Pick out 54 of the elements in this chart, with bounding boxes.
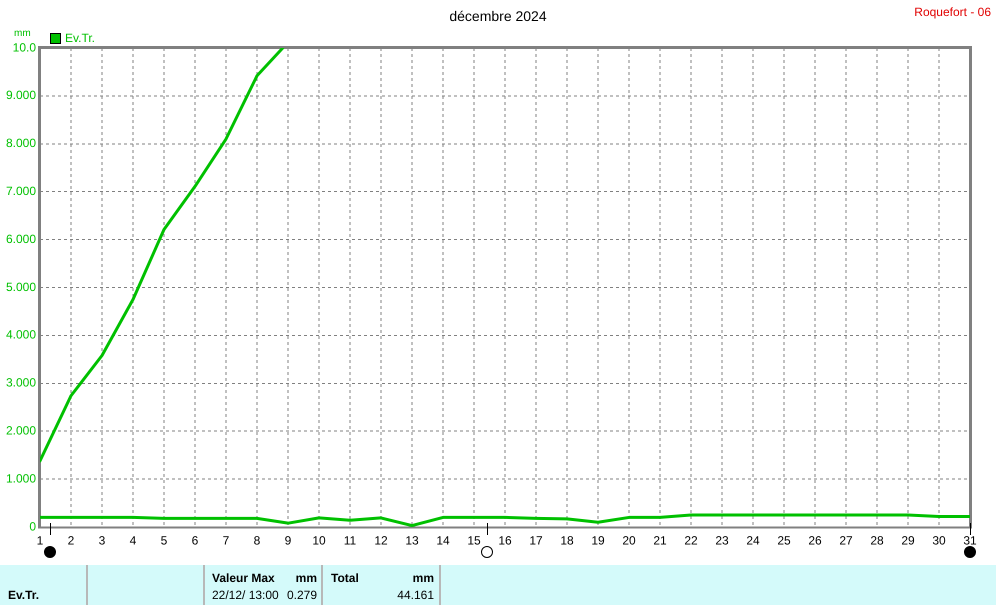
y-axis-title: mm — [14, 28, 31, 39]
chart-title: décembre 2024 — [449, 8, 547, 24]
x-tick-label: 20 — [622, 534, 636, 548]
x-tick-label: 8 — [254, 534, 261, 548]
x-tick-label: 31 — [963, 534, 977, 548]
y-tick-label: 10.0 — [12, 40, 36, 54]
text: 0.279 — [286, 588, 317, 602]
y-tick-label: 9.000 — [6, 88, 36, 102]
y-tick-label: 4.000 — [6, 328, 36, 342]
x-tick-label: 29 — [901, 534, 915, 548]
x-tick-label: 19 — [591, 534, 605, 548]
x-tick-label: 30 — [932, 534, 946, 548]
x-tick-label: 7 — [222, 534, 230, 548]
x-tick-label: 26 — [808, 534, 822, 548]
text: 44.161 — [397, 588, 434, 602]
x-tick-label: 16 — [498, 534, 512, 548]
text: mm — [412, 571, 434, 585]
y-tick-label: 8.000 — [6, 136, 36, 150]
text: Ev.Tr. — [8, 588, 40, 602]
x-tick-label: 24 — [746, 534, 760, 548]
x-tick-label: 2 — [68, 534, 75, 548]
legend-label: Ev.Tr. — [65, 31, 95, 45]
y-tick-label: 0 — [29, 519, 36, 534]
x-tick-label: 21 — [653, 534, 667, 548]
x-tick-label: 17 — [529, 534, 543, 548]
x-tick-label: 9 — [284, 534, 292, 548]
chart-subtitle: Roquefort - 06 — [914, 5, 991, 19]
x-tick-label: 5 — [160, 534, 168, 548]
x-tick-label: 12 — [374, 534, 388, 548]
text: Valeur Max — [212, 571, 275, 585]
x-tick-label: 23 — [715, 534, 729, 548]
text: mm — [296, 571, 317, 585]
x-tick-label: 15 — [467, 534, 481, 548]
text: 22/12/ 13:00 — [212, 588, 279, 602]
x-tick-label: 25 — [777, 534, 791, 548]
y-tick-label: 1.000 — [6, 471, 36, 486]
x-tick-label: 22 — [684, 534, 698, 548]
y-tick-label: 5.000 — [6, 280, 36, 294]
x-tick-label: 4 — [130, 534, 137, 548]
text: Total — [331, 571, 359, 585]
y-tick-label: 3.000 — [6, 376, 36, 390]
x-tick-label: 10 — [312, 534, 326, 548]
y-tick-label: 7.000 — [6, 184, 36, 198]
y-tick-label: 2.000 — [6, 424, 36, 438]
x-tick-label: 11 — [344, 534, 357, 548]
x-tick-label: 13 — [405, 534, 419, 548]
x-tick-label: 6 — [192, 534, 199, 548]
x-tick-label: 14 — [436, 534, 450, 548]
x-tick-label: 18 — [560, 534, 574, 548]
x-tick-label: 1 — [36, 534, 44, 548]
x-tick-label: 3 — [98, 534, 106, 548]
x-tick-label: 27 — [839, 534, 853, 548]
x-tick-label: 28 — [870, 534, 884, 548]
y-tick-label: 6.000 — [6, 232, 36, 246]
